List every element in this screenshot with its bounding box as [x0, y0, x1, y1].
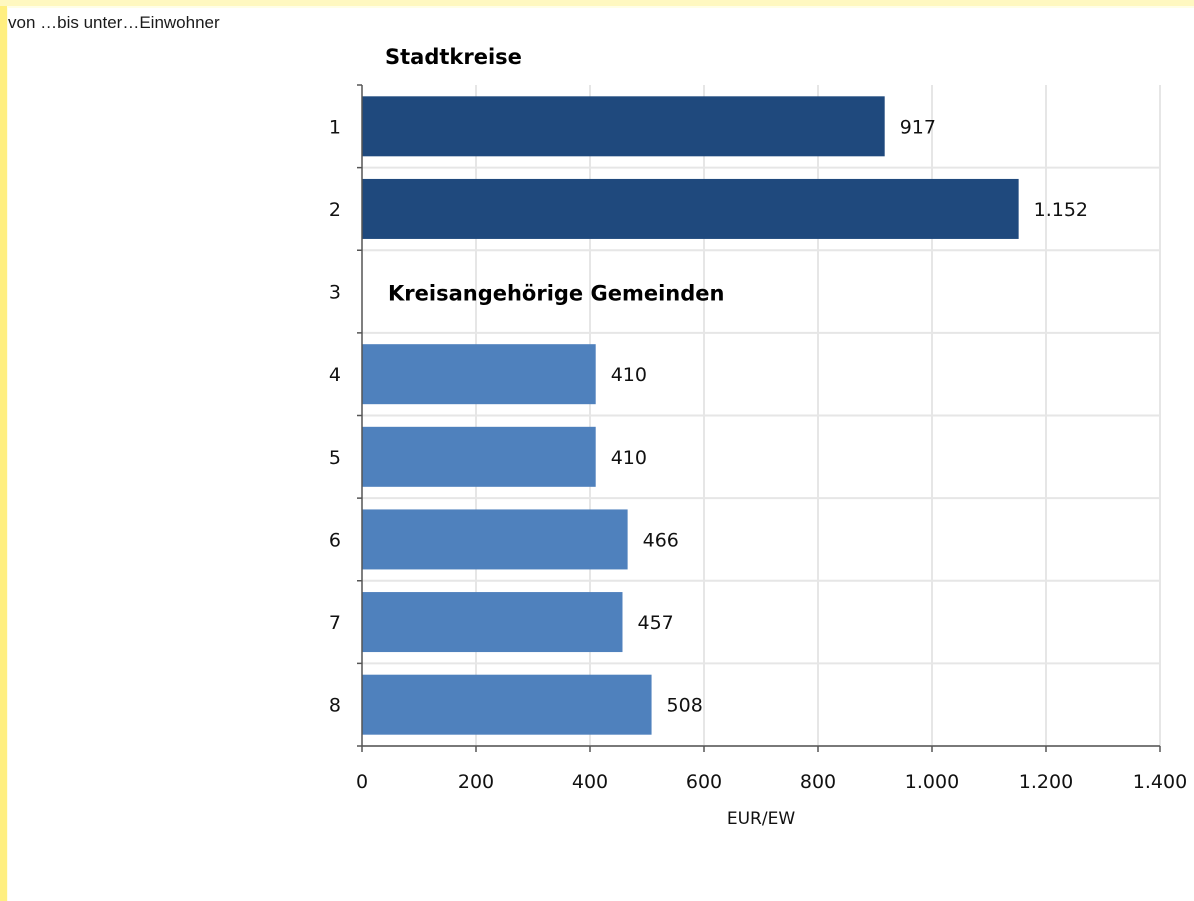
- bar[interactable]: [362, 509, 628, 570]
- bar[interactable]: [362, 96, 885, 157]
- y-tick-label: 2: [329, 199, 341, 221]
- y-tick-label: 4: [329, 364, 341, 386]
- x-tick-label: 800: [800, 771, 836, 793]
- data-label: 508: [667, 695, 703, 717]
- x-tick-label: 400: [572, 771, 608, 793]
- y-tick-label: 7: [329, 612, 341, 634]
- x-tick-label: 0: [356, 771, 368, 793]
- y-tick-label: 1: [329, 116, 341, 138]
- bar[interactable]: [362, 426, 596, 487]
- population-range-header: von …bis unter…Einwohner: [8, 13, 220, 32]
- bar[interactable]: [362, 674, 652, 735]
- data-label: 410: [611, 447, 647, 469]
- left-frame-stripe: [0, 0, 7, 901]
- data-label: 917: [900, 116, 936, 138]
- chart-panel: [8, 8, 1194, 901]
- data-label: 1.152: [1034, 199, 1088, 221]
- data-label: 466: [643, 529, 679, 551]
- y-tick-label: 3: [329, 282, 341, 304]
- x-axis-title: EUR/EW: [727, 809, 795, 829]
- y-tick-label: 5: [329, 447, 341, 469]
- bar[interactable]: [362, 344, 596, 405]
- top-frame-stripe: [0, 0, 1194, 6]
- data-label: 410: [611, 364, 647, 386]
- group-heading: Kreisangehörige Gemeinden: [388, 282, 724, 306]
- data-label: 457: [637, 612, 673, 634]
- x-tick-label: 600: [686, 771, 722, 793]
- y-tick-label: 8: [329, 695, 341, 717]
- y-tick-label: 6: [329, 529, 341, 551]
- x-tick-label: 1.000: [905, 771, 959, 793]
- bar[interactable]: [362, 178, 1019, 239]
- x-tick-label: 1.200: [1019, 771, 1073, 793]
- x-tick-label: 1.400: [1133, 771, 1187, 793]
- x-tick-label: 200: [458, 771, 494, 793]
- bar[interactable]: [362, 592, 623, 653]
- group-heading: Stadtkreise: [385, 45, 522, 69]
